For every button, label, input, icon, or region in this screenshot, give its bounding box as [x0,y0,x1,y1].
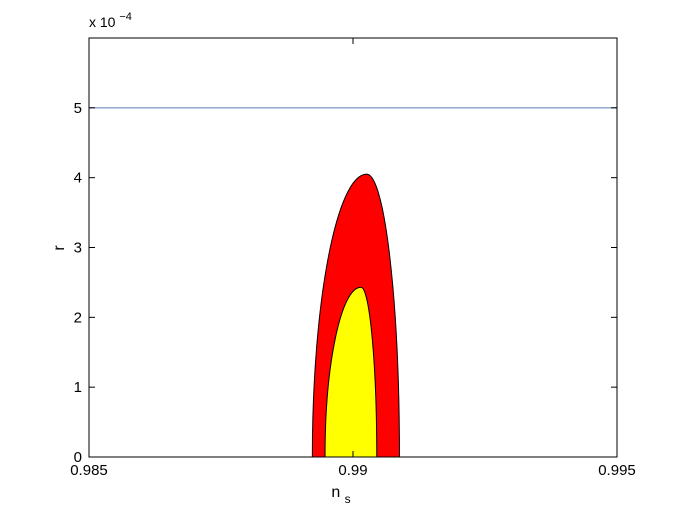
y-exponent-base: x 10 [89,14,116,30]
y-exponent-label: x 10 −4 [89,11,132,30]
x-tick-label: 0.985 [70,462,108,479]
contour-layer [311,173,400,458]
y-tick-label: 1 [74,379,82,396]
y-tick-label: 5 [74,100,82,117]
x-tick-label: 0.995 [598,462,636,479]
x-axis-label: n s [331,484,350,506]
y-tick-label: 0 [74,449,82,466]
tick-layer: 0.985 0.99 0.995 0 1 2 3 4 5 [70,38,636,479]
x-tick-label: 0.99 [338,462,367,479]
x-axis-label-subscript: s [345,492,351,506]
y-tick-label: 3 [74,240,82,257]
x-axis-label-main: n [331,484,340,501]
y-axis-label: r [51,245,68,251]
y-exponent-power: −4 [119,11,132,23]
contour-inner [324,286,378,458]
y-tick-label: 2 [74,309,82,326]
y-tick-label: 4 [74,170,82,187]
